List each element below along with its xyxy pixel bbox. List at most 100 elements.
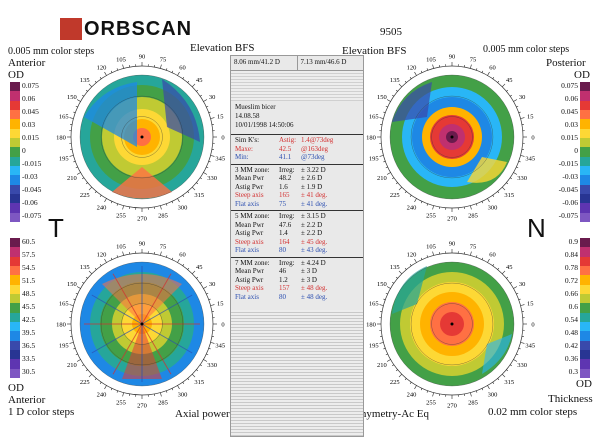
stats-cell: ± 3 D [301,275,317,284]
stats-cell: 165 [279,191,290,199]
stats-row: Astig Pwr 1.2 ± 3 D [231,276,363,285]
thickness-scale-label: 0.9 [568,237,578,246]
angle-label: 15 [527,114,534,121]
angle-label: 75 [470,56,477,63]
angle-label: 90 [449,241,456,248]
anterior-scale-label: 0.045 [22,107,39,116]
exam-date: 10/01/1998 [235,121,267,129]
axial-scale-label: 45.5 [22,302,36,311]
angle-label: 165 [59,114,69,121]
posterior-bfs: 7.13 mm/46.6 D [300,58,347,66]
thickness-scale-label: 0.66 [564,289,578,298]
thickness-step: 0.02 mm color steps [488,406,578,418]
posterior-scale-label: 0 [574,146,578,155]
axial-scale-bar [10,238,20,378]
stats-cell: 47.6 [279,220,292,229]
stats-cell: ± 45 deg. [301,237,328,246]
stats-cell: ± 43 deg. [301,246,328,254]
thickness-surface: Thickness [548,393,593,405]
angle-label: 315 [504,192,514,199]
angle-label: 255 [116,213,126,220]
angle-label: 0 [221,322,224,329]
thickness-scale-label: 0.36 [564,354,578,363]
angle-label: 60 [179,251,186,258]
stats-cell: ± 41 deg. [301,191,328,199]
angle-label: 180 [56,322,66,329]
stats-row: Mean Pwr 46 ± 3 D [231,267,363,276]
stats-cell: Maxe: [235,144,253,153]
angle-label: 30 [519,94,526,101]
angle-label: 285 [468,213,478,220]
stats-cell: 1.4 [301,136,310,144]
stats-cell: ± 48 deg. [301,292,328,301]
posterior-scale-label: -0.06 [562,198,578,207]
thickness-title: Pachymetry-Ac Eq [345,408,429,420]
axial-scale-label: 39.5 [22,328,36,337]
angle-label: 45 [506,77,513,84]
anterior-scale-label: -0.03 [22,172,38,181]
posterior-step: 0.005 mm color steps [483,44,570,55]
posterior-color-scale: 0.075 0.06 0.045 0.03 0.015 0 -0.015 -0.03 -0.04… [545,82,590,222]
anterior-scale-label: -0.045 [22,185,42,194]
angle-label: 195 [59,342,69,349]
anterior-color-scale: 0.075 0.06 0.045 0.03 0.015 0 -0.015 -0.03 -0.04… [10,82,50,222]
axial-scale-label: 54.5 [22,263,36,272]
angle-label: 285 [158,213,168,220]
angle-label: 135 [390,264,400,271]
stats-cell: 42.5 [279,144,292,153]
angle-label: 330 [207,362,217,369]
angle-label: 135 [80,77,90,84]
stats-cell: Mean Pwr [235,220,264,229]
angle-label: 165 [59,301,69,308]
nasal-marker: N [527,213,546,243]
angle-label: 345 [525,155,535,162]
stats-row: Sim K's: Astig: 1.4 @73deg [231,136,363,145]
angle-label: 255 [116,400,126,407]
thickness-scale-label: 0.48 [564,328,578,337]
stats-cell: Astig: [279,136,297,144]
stats-row: 7 MM zone: Irreg: ± 4.24 D [231,259,363,268]
stats-cell: 164 [279,237,290,246]
anterior-scale-label: -0.075 [22,211,42,220]
anterior-title: Elevation BFS [190,42,255,54]
angle-label: 315 [194,379,204,386]
stats-cell: 3 MM zone: [235,165,270,174]
angle-label: 105 [426,56,436,63]
angle-label: 90 [139,54,146,61]
posterior-scale-label: -0.015 [558,159,578,168]
thickness-scale-label: 0.3 [568,367,578,376]
anterior-scale-label: -0.06 [22,198,38,207]
stats-cell: ± 3 D [301,267,317,275]
stats-cell: @163deg [301,144,329,153]
patient-dob: 14.08.58 [235,112,260,120]
stats-cell: Astig Pwr [235,275,264,284]
angle-label: 270 [137,403,147,410]
posterior-scale-label: -0.045 [558,185,578,194]
angle-label: 15 [217,301,224,308]
angle-label: 15 [217,114,224,121]
stats-cell: Sim K's: [235,136,260,144]
angle-label: 270 [447,216,457,223]
stats-row: Flat axis 80 ± 48 deg. [231,293,363,302]
angle-label: 225 [390,379,400,386]
stats-cell: ± 2.2 D [301,229,323,237]
posterior-surface: Posterior [546,57,586,69]
anterior-scale-label: 0.075 [22,81,39,90]
axial-color-scale: 60.5 57.5 54.5 51.5 48.5 45.5 42.5 39.5 36.5 33.5… [10,238,50,378]
angle-label: 120 [97,251,107,258]
anterior-bfs: 8.06 mm/41.2 D [231,56,298,70]
angle-label: 225 [390,192,400,199]
thickness-scale-label: 0.78 [564,263,578,272]
angle-label: 330 [207,175,217,182]
angle-label: 60 [179,64,186,71]
stats-cell: 1.6 [279,182,288,191]
angle-label: 345 [215,155,225,162]
exam-number: 9505 [380,26,402,38]
angle-label: 150 [67,94,77,101]
angle-label: 75 [470,243,477,250]
angle-label: 285 [468,400,478,407]
stats-cell: ± 3.15 D [301,212,326,220]
angle-label: 75 [160,243,167,250]
posterior-scale-label: 0.015 [561,133,578,142]
posterior-eye: OD [574,69,590,81]
